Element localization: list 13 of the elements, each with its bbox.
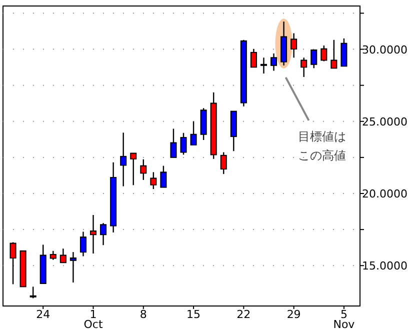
ytick-label: 20.0000 <box>362 188 408 200</box>
xtick-label: 24 <box>36 308 50 321</box>
xtick-label: 29 <box>286 308 301 321</box>
annotation: この高値 <box>298 148 346 162</box>
xtick-label: 22 <box>236 308 251 321</box>
ytick-label: 30.0000 <box>362 43 408 56</box>
xtick-label: 8 <box>140 308 147 321</box>
xtick-label: 1 Oct <box>84 308 103 329</box>
ytick-label: 25.0000 <box>362 115 408 128</box>
xtick-label: 15 <box>186 308 201 321</box>
annotation: 目標値は <box>298 129 346 144</box>
ytick-label: 15.0000 <box>362 260 408 273</box>
xtick-label: 5 Nov <box>333 308 355 329</box>
